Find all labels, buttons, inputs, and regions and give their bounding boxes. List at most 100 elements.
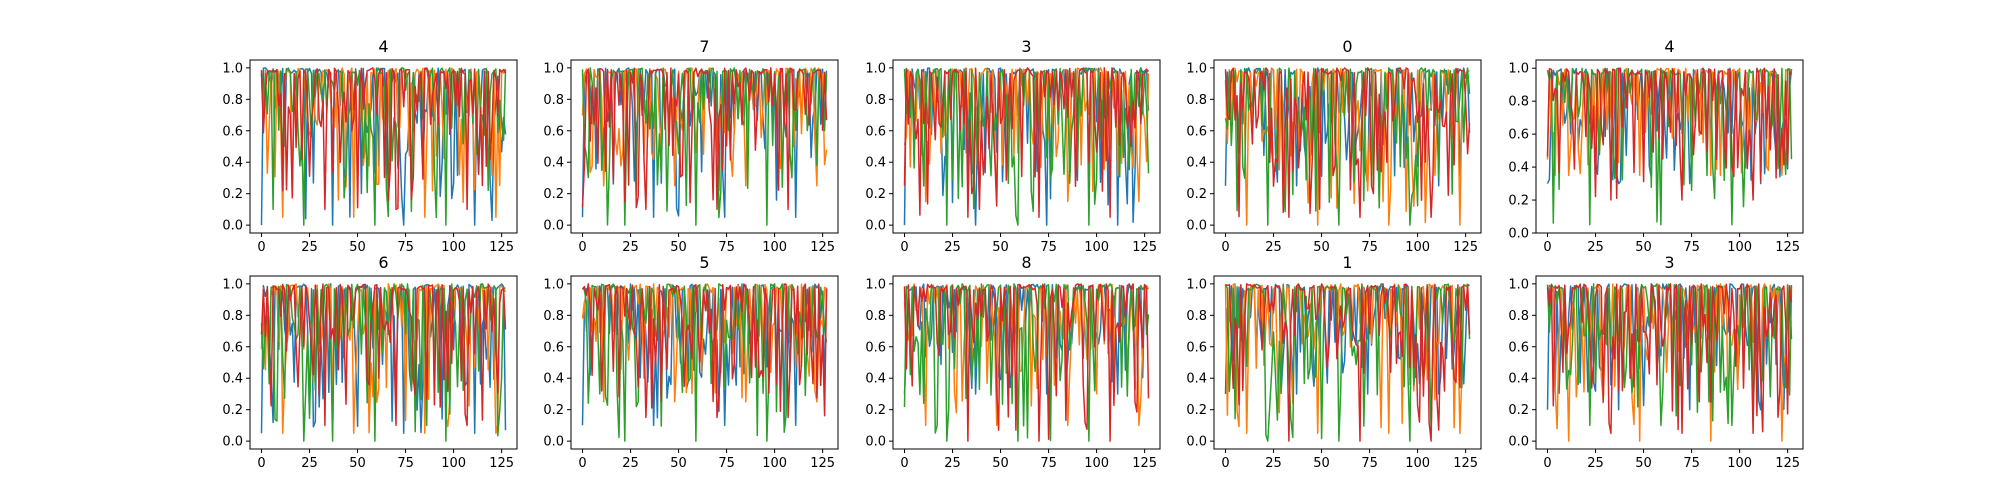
axes-frame xyxy=(249,275,518,450)
y-tick-label: 1.0 xyxy=(222,61,243,76)
y-tick-label: 0.2 xyxy=(543,403,564,418)
subplot-title: 1 xyxy=(1342,253,1352,272)
y-tick-label: 0.4 xyxy=(543,372,564,387)
axes-frame xyxy=(1535,59,1804,234)
y-tick-label: 0.4 xyxy=(1186,156,1207,171)
y-tick-label: 0.8 xyxy=(543,309,564,324)
y-tick-label: 1.0 xyxy=(1508,277,1529,292)
x-tick-label: 0 xyxy=(1543,456,1551,471)
y-tick-label: 0.6 xyxy=(543,124,564,139)
y-tick-label: 0.0 xyxy=(543,435,564,450)
x-tick-label: 125 xyxy=(489,456,514,471)
y-tick-label: 0.8 xyxy=(1186,309,1207,324)
x-tick-label: 75 xyxy=(1683,456,1700,471)
y-tick-label: 0.2 xyxy=(1186,403,1207,418)
x-tick-label: 25 xyxy=(1265,456,1282,471)
x-tick-label: 125 xyxy=(1453,456,1478,471)
axes-frame xyxy=(570,275,839,450)
y-tick-label: 0.8 xyxy=(1508,95,1529,110)
y-tick-label: 1.0 xyxy=(543,277,564,292)
series-line-4 xyxy=(1546,67,1793,201)
y-tick-label: 0.8 xyxy=(1508,309,1529,324)
subplot-6: 6 0 25 50 75 100 125 0.0 0.2 0.4 0.6 0.8 1.0 xyxy=(222,253,518,471)
y-tick-label: 0.6 xyxy=(222,340,243,355)
y-tick-label: 0.6 xyxy=(1186,340,1207,355)
x-tick-label: 50 xyxy=(670,240,687,255)
x-tick-label: 100 xyxy=(441,240,466,255)
series-lines xyxy=(581,283,828,442)
x-tick-label: 125 xyxy=(1775,240,1800,255)
series-lines xyxy=(581,67,828,226)
x-tick-label: 0 xyxy=(578,456,586,471)
x-tick-label: 25 xyxy=(301,240,318,255)
x-tick-label: 25 xyxy=(944,240,961,255)
y-tick-label: 0.2 xyxy=(865,187,886,202)
series-line-4 xyxy=(903,283,1150,442)
y-tick-label: 0.6 xyxy=(1508,340,1529,355)
y-tick-label: 0.8 xyxy=(222,93,243,108)
y-tick-label: 0.8 xyxy=(1186,93,1207,108)
x-tick-label: 75 xyxy=(1361,240,1378,255)
y-tick-label: 0.0 xyxy=(865,435,886,450)
y-tick-label: 0.4 xyxy=(1508,372,1529,387)
series-line-4 xyxy=(581,283,828,419)
subplot-title: 3 xyxy=(1664,253,1674,272)
y-tick-label: 0.2 xyxy=(865,403,886,418)
x-tick-label: 100 xyxy=(1727,240,1752,255)
y-tick-label: 0.2 xyxy=(222,403,243,418)
series-line-3 xyxy=(582,283,828,442)
x-tick-label: 50 xyxy=(1635,456,1652,471)
x-tick-label: 25 xyxy=(301,456,318,471)
axes-frame xyxy=(892,275,1161,450)
series-lines xyxy=(1546,67,1793,226)
subplot-title: 0 xyxy=(1342,37,1352,56)
x-tick-label: 125 xyxy=(1453,240,1478,255)
x-tick-label: 0 xyxy=(257,456,265,471)
y-tick-label: 0.0 xyxy=(865,219,886,234)
x-tick-label: 50 xyxy=(992,240,1009,255)
y-tick-label: 0.2 xyxy=(1508,403,1529,418)
x-tick-label: 125 xyxy=(810,456,835,471)
y-tick-label: 1.0 xyxy=(543,61,564,76)
series-lines xyxy=(903,283,1150,442)
series-line-1 xyxy=(581,67,828,219)
x-tick-label: 75 xyxy=(1040,240,1057,255)
x-tick-label: 75 xyxy=(718,456,735,471)
series-lines xyxy=(260,67,507,226)
x-tick-label: 25 xyxy=(622,240,639,255)
axes-frame xyxy=(1213,275,1482,450)
x-tick-label: 125 xyxy=(1132,240,1157,255)
subplot-2: 7 0 25 50 75 100 125 0.0 0.2 0.4 0.6 0.8 1.0 xyxy=(543,37,839,255)
y-tick-label: 0.6 xyxy=(865,124,886,139)
y-tick-label: 0.0 xyxy=(1508,435,1529,450)
x-tick-label: 25 xyxy=(944,456,961,471)
series-line-3 xyxy=(1224,67,1471,226)
y-tick-label: 0.2 xyxy=(222,187,243,202)
x-tick-label: 0 xyxy=(578,240,586,255)
y-tick-label: 0.2 xyxy=(543,187,564,202)
series-line-4 xyxy=(1546,283,1793,435)
series-lines xyxy=(903,67,1150,226)
axes-frame xyxy=(892,59,1161,234)
y-tick-label: 0.4 xyxy=(222,372,243,387)
series-line-4 xyxy=(581,67,828,211)
y-tick-label: 0.2 xyxy=(1186,187,1207,202)
series-line-4 xyxy=(260,283,507,427)
x-tick-label: 100 xyxy=(1727,456,1752,471)
x-tick-label: 125 xyxy=(810,240,835,255)
subplot-title: 4 xyxy=(378,37,388,56)
x-tick-label: 75 xyxy=(718,240,735,255)
series-line-4 xyxy=(260,67,507,211)
x-tick-label: 125 xyxy=(489,240,514,255)
y-tick-label: 0.8 xyxy=(543,93,564,108)
series-line-4 xyxy=(1224,67,1471,219)
x-tick-label: 100 xyxy=(1405,240,1430,255)
x-tick-label: 0 xyxy=(257,240,265,255)
y-tick-label: 0.0 xyxy=(1508,227,1529,242)
x-tick-label: 75 xyxy=(1040,456,1057,471)
y-tick-label: 0.4 xyxy=(865,372,886,387)
y-tick-label: 0.6 xyxy=(1186,124,1207,139)
x-tick-label: 100 xyxy=(762,240,787,255)
series-line-1 xyxy=(260,67,507,226)
